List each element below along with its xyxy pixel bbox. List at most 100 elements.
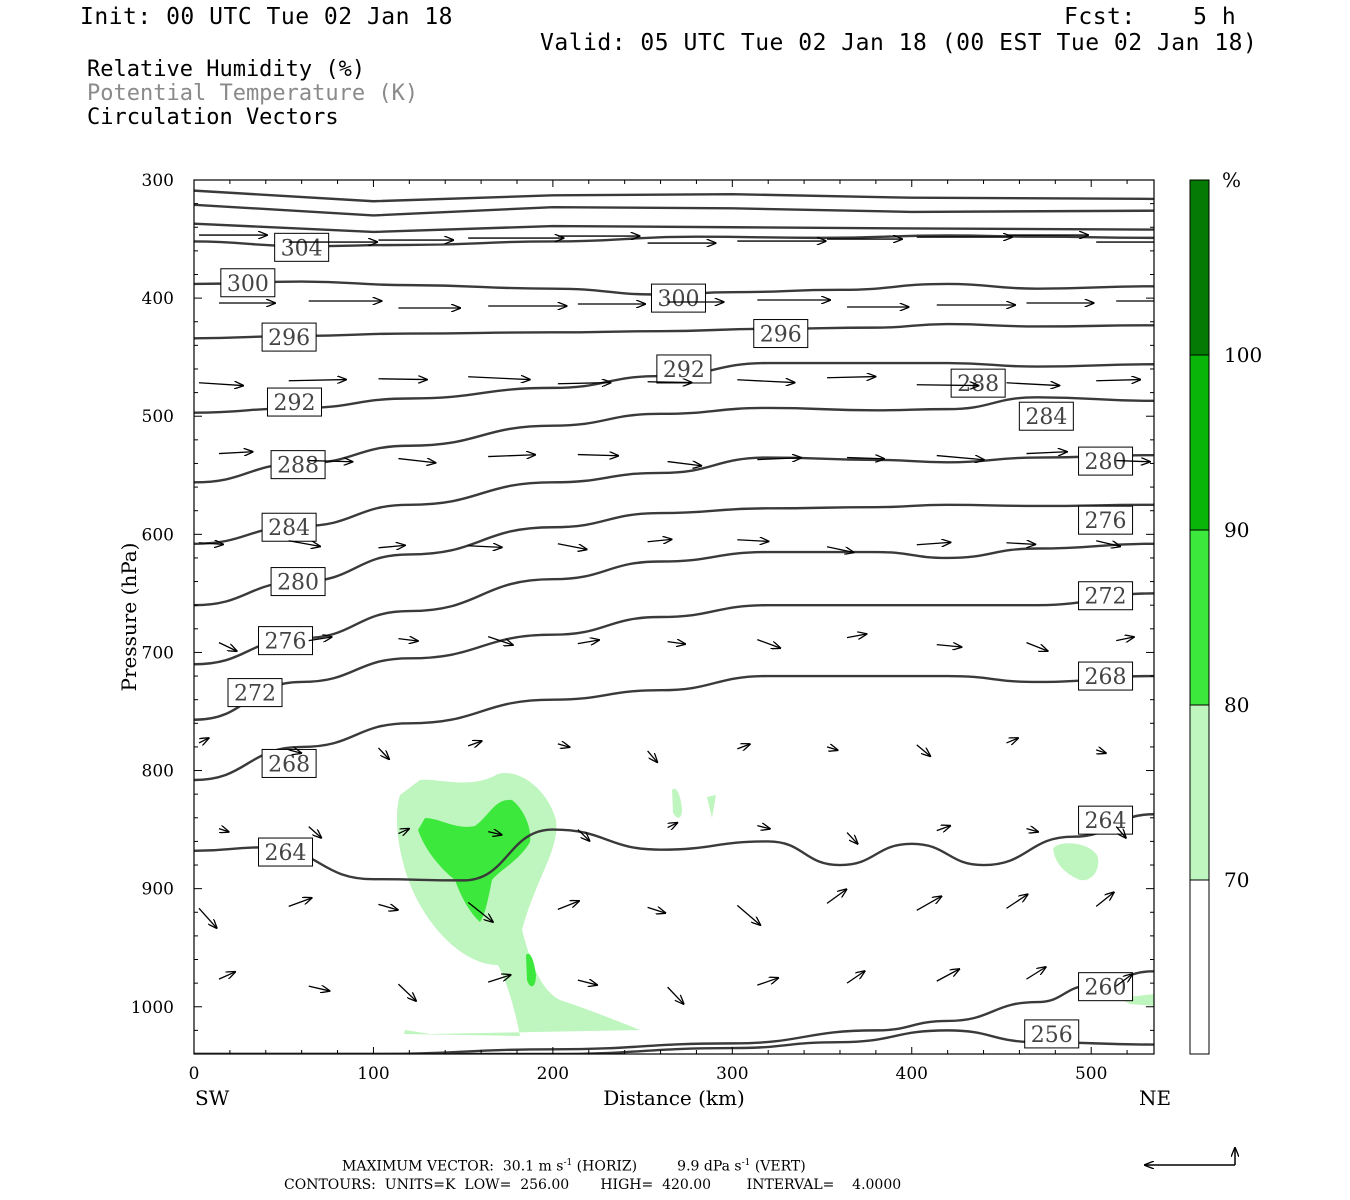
colorbar-80 — [1189, 529, 1210, 706]
colorbar-level-80: 80 — [1224, 693, 1249, 717]
circulation-vector — [557, 744, 570, 747]
theta-contour-256 — [194, 1029, 1154, 1054]
rh-70-patch-b — [707, 795, 716, 818]
contour-label-284: 284 — [261, 512, 317, 542]
circulation-vector — [1026, 642, 1047, 651]
colorbar-level-100: 100 — [1224, 343, 1262, 367]
circulation-vector — [308, 637, 332, 641]
plot-frame — [193, 179, 1155, 1055]
circulation-vector — [1115, 974, 1132, 987]
svg-text:260: 260 — [1085, 976, 1127, 1001]
circulation-vector — [398, 829, 409, 834]
circulation-vector — [467, 741, 481, 746]
contour-label-288: 288 — [270, 450, 326, 480]
circulation-vector — [557, 901, 579, 910]
svg-text:268: 268 — [268, 752, 310, 777]
y-axis-label: Pressure (hPa) — [117, 543, 141, 692]
y-tick-label: 700 — [142, 643, 174, 663]
svg-text:296: 296 — [268, 326, 310, 351]
contour-label-260: 260 — [1078, 972, 1134, 1002]
circulation-vector — [198, 738, 209, 743]
svg-text:284: 284 — [268, 516, 310, 541]
circulation-vector — [1116, 461, 1150, 462]
circulation-vector — [308, 986, 330, 991]
circulation-vector — [1115, 826, 1126, 838]
circulation-vector — [827, 377, 875, 378]
circulation-vector — [1006, 894, 1027, 909]
circulation-vector — [377, 747, 389, 759]
circulation-vector — [398, 459, 435, 463]
y-tick-label: 1000 — [131, 998, 174, 1018]
circulation-vector — [1116, 637, 1134, 641]
contour-label-296: 296 — [753, 319, 809, 349]
circulation-vector — [647, 382, 692, 383]
theta-contour-284 — [194, 453, 1154, 545]
circulation-vector — [1096, 380, 1140, 381]
circulation-vector — [647, 750, 658, 762]
y-tick-label: 600 — [142, 525, 174, 545]
contour-label-276: 276 — [258, 626, 314, 656]
circulation-vector — [288, 750, 301, 753]
circulation-vector — [577, 980, 597, 985]
theta-contours — [194, 189, 1154, 1054]
valid-time: Valid: 05 UTC Tue 02 Jan 18 (00 EST Tue … — [540, 30, 1258, 56]
circulation-vector — [846, 634, 866, 638]
ne-label: NE — [1139, 1086, 1171, 1110]
rh-colorbar: % 100 90 80 70 — [1189, 168, 1262, 1055]
x-tick-label: 500 — [1075, 1064, 1107, 1084]
circulation-vector — [936, 969, 959, 982]
circulation-vector — [667, 986, 684, 1004]
init-time: Init: 00 UTC Tue 02 Jan 18 — [80, 4, 454, 30]
x-tick-label: 100 — [357, 1064, 389, 1084]
circulation-vector — [397, 983, 416, 1001]
contour-label-272: 272 — [227, 678, 283, 708]
circulation-vector — [398, 639, 417, 641]
theta-contour-268 — [194, 674, 1154, 782]
circulation-vector — [936, 645, 962, 647]
circulation-vector — [737, 540, 768, 542]
circulation-vector — [488, 455, 535, 457]
rh-70-patch-c — [1053, 843, 1099, 881]
y-tick-label: 300 — [142, 171, 174, 191]
theta-contour-276 — [194, 542, 1154, 666]
circulation-vector — [667, 462, 702, 466]
y-axis-ticks: 300 400 500 600 700 800 900 1000 — [131, 171, 1154, 1055]
legend-rh: Relative Humidity (%) — [87, 57, 366, 82]
theta-contour-264 — [194, 813, 1154, 882]
x-axis-ticks: 0 100 200 300 400 500 — [189, 180, 1128, 1084]
contour-label-272: 272 — [1078, 581, 1134, 611]
svg-text:280: 280 — [1085, 450, 1127, 475]
circulation-vector — [916, 385, 979, 386]
theta-contour-288 — [194, 396, 1154, 484]
x-tick-label: 200 — [537, 1064, 569, 1084]
circulation-vector — [1006, 383, 1059, 386]
circulation-vector — [288, 540, 320, 547]
circulation-vector — [826, 889, 846, 904]
circulation-vector — [468, 377, 530, 380]
svg-text:280: 280 — [277, 571, 319, 596]
circulation-vector — [198, 383, 243, 386]
theta-contour-296 — [194, 322, 1154, 340]
theta-contour-280 — [194, 503, 1154, 607]
contour-label-264: 264 — [1078, 805, 1134, 835]
contour-label-280: 280 — [270, 567, 326, 597]
circulation-vector — [936, 454, 984, 460]
legend-vectors: Circulation Vectors — [87, 105, 339, 130]
svg-text:300: 300 — [657, 287, 699, 312]
circulation-vector — [288, 898, 312, 907]
circulation-vector — [736, 904, 760, 925]
svg-text:296: 296 — [760, 323, 802, 348]
circulation-vector — [557, 383, 611, 384]
x-tick-label: 0 — [189, 1064, 200, 1084]
circulation-vector — [826, 546, 853, 553]
x-tick-label: 300 — [716, 1064, 748, 1084]
circulation-vector — [198, 543, 223, 545]
circulation-vector — [1095, 892, 1114, 907]
circulation-vector — [846, 971, 865, 984]
circulation-vector — [737, 744, 749, 749]
colorbar-unit: % — [1222, 168, 1241, 192]
circulation-vector — [737, 380, 794, 383]
contour-label-292: 292 — [656, 354, 712, 384]
contours-info: CONTOURS: UNITS=K LOW= 256.00 HIGH= 420.… — [284, 1177, 902, 1193]
